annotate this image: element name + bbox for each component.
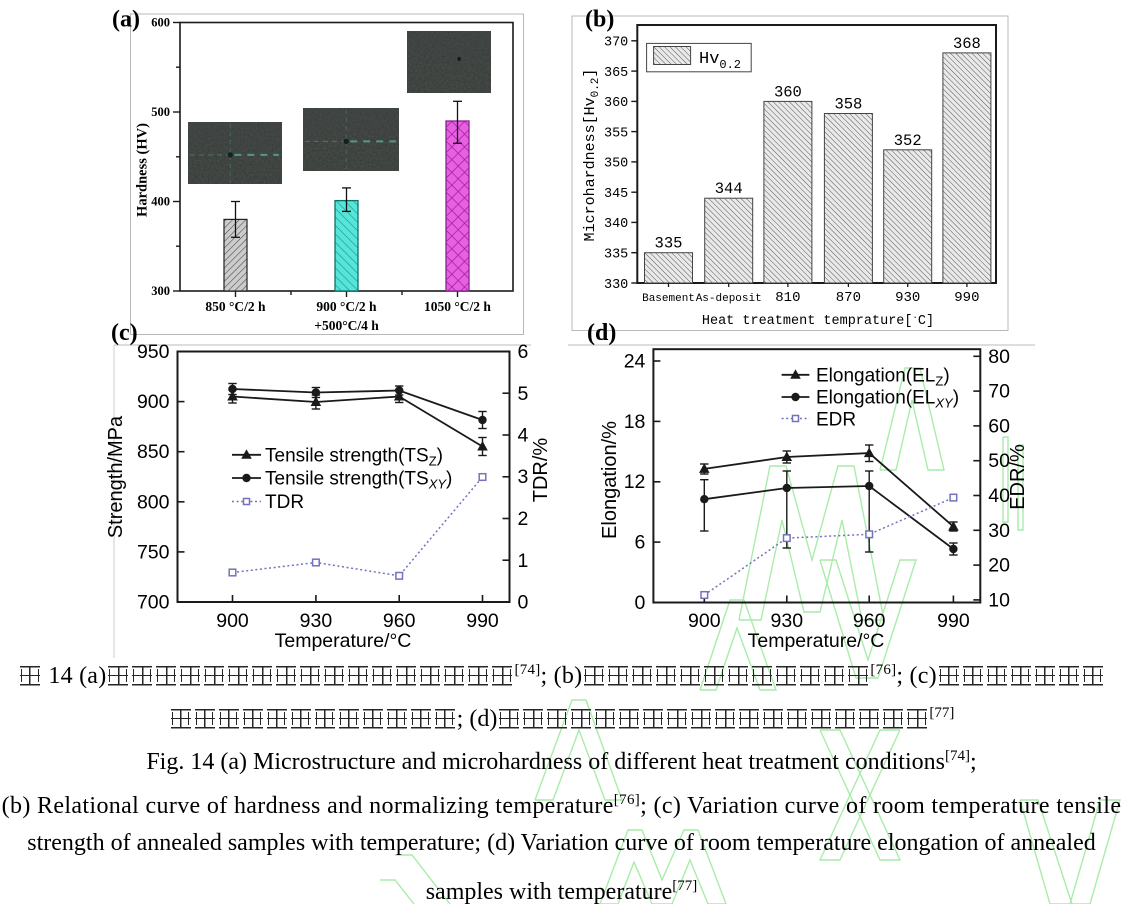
svg-text:Hardness (HV): Hardness (HV) <box>135 123 151 217</box>
svg-text:358: 358 <box>834 96 862 114</box>
svg-text:344: 344 <box>715 180 743 198</box>
svg-text:700: 700 <box>137 592 170 614</box>
svg-text:900: 900 <box>216 610 249 632</box>
svg-text:(b): (b) <box>585 7 614 33</box>
svg-text:0: 0 <box>635 592 646 614</box>
svg-text:990: 990 <box>954 290 979 306</box>
svg-text:5: 5 <box>518 383 529 405</box>
svg-text:352: 352 <box>894 132 922 150</box>
svg-text:(c): (c) <box>111 320 138 346</box>
svg-text:960: 960 <box>853 610 886 632</box>
svg-text:850 °C/2 h: 850 °C/2 h <box>205 299 266 314</box>
svg-text:3: 3 <box>518 466 529 488</box>
svg-text:750: 750 <box>137 541 170 563</box>
svg-text:+500°C/4 h: +500°C/4 h <box>314 318 379 333</box>
svg-text:950: 950 <box>137 341 170 363</box>
svg-text:330: 330 <box>604 278 628 293</box>
svg-text:365: 365 <box>604 66 628 81</box>
svg-text:6: 6 <box>635 532 646 554</box>
svg-text:60: 60 <box>988 415 1010 437</box>
svg-text:850: 850 <box>137 441 170 463</box>
svg-text:EDR: EDR <box>816 410 856 431</box>
svg-text:870: 870 <box>836 290 861 306</box>
svg-text:As-deposit: As-deposit <box>696 293 762 305</box>
svg-text:360: 360 <box>604 96 628 111</box>
svg-text:12: 12 <box>624 471 646 493</box>
svg-text:930: 930 <box>895 290 920 306</box>
svg-text:Tensile strength(TSXY): Tensile strength(TSXY) <box>265 469 452 492</box>
svg-text:TDR/%: TDR/% <box>530 438 552 503</box>
svg-text:Heat treatment temprature[·C]: Heat treatment temprature[·C] <box>702 313 934 329</box>
svg-text:500: 500 <box>151 105 170 119</box>
svg-text:4: 4 <box>518 425 529 447</box>
svg-text:Temperature/°C: Temperature/°C <box>748 630 885 652</box>
svg-text:400: 400 <box>151 195 170 209</box>
svg-text:930: 930 <box>771 610 804 632</box>
svg-text:40: 40 <box>988 485 1010 507</box>
svg-text:900: 900 <box>137 391 170 413</box>
svg-text:6: 6 <box>518 341 529 363</box>
svg-text:0: 0 <box>518 592 529 614</box>
svg-text:355: 355 <box>604 126 628 141</box>
svg-text:1: 1 <box>518 550 529 572</box>
svg-text:(d): (d) <box>587 320 616 346</box>
svg-text:810: 810 <box>775 290 800 306</box>
svg-text:900: 900 <box>688 610 721 632</box>
svg-text:Tensile strength(TSZ): Tensile strength(TSZ) <box>265 446 443 469</box>
svg-text:2: 2 <box>518 508 529 530</box>
svg-text:345: 345 <box>604 187 628 202</box>
svg-text:800: 800 <box>137 491 170 513</box>
svg-text:990: 990 <box>937 610 970 632</box>
svg-text:900 °C/2 h: 900 °C/2 h <box>316 299 377 314</box>
svg-text:Elongation/%: Elongation/% <box>599 421 621 539</box>
svg-text:Hv0.2: Hv0.2 <box>699 50 741 72</box>
svg-text:930: 930 <box>300 610 333 632</box>
svg-text:20: 20 <box>988 555 1010 577</box>
svg-text:80: 80 <box>988 346 1010 368</box>
svg-text:300: 300 <box>151 284 170 298</box>
svg-text:24: 24 <box>624 351 646 373</box>
svg-text:335: 335 <box>604 248 628 263</box>
svg-text:Temperature/°C: Temperature/°C <box>275 630 412 652</box>
svg-text:EDR/%: EDR/% <box>1007 444 1029 510</box>
svg-text:Basement: Basement <box>642 293 695 305</box>
svg-text:30: 30 <box>988 520 1010 542</box>
svg-text:350: 350 <box>604 157 628 172</box>
svg-text:960: 960 <box>383 610 416 632</box>
svg-text:335: 335 <box>655 235 683 253</box>
svg-text:50: 50 <box>988 450 1010 472</box>
svg-text:10: 10 <box>988 589 1010 611</box>
svg-text:360: 360 <box>774 83 802 101</box>
svg-text:600: 600 <box>151 16 170 30</box>
svg-text:Elongation(ELXY): Elongation(ELXY) <box>816 388 959 411</box>
svg-text:Microhardness[Hv0.2]: Microhardness[Hv0.2] <box>582 69 602 242</box>
svg-text:TDR: TDR <box>265 492 304 513</box>
svg-text:Strength/MPa: Strength/MPa <box>105 415 127 538</box>
svg-text:370: 370 <box>604 36 628 51</box>
svg-text:(a): (a) <box>112 7 140 33</box>
svg-text:1050 °C/2 h: 1050 °C/2 h <box>424 299 491 314</box>
svg-text:70: 70 <box>988 381 1010 403</box>
svg-text:990: 990 <box>466 610 499 632</box>
svg-text:340: 340 <box>604 217 628 232</box>
svg-text:368: 368 <box>953 35 981 53</box>
svg-text:18: 18 <box>624 411 646 433</box>
svg-text:Elongation(ELZ): Elongation(ELZ) <box>816 366 950 389</box>
